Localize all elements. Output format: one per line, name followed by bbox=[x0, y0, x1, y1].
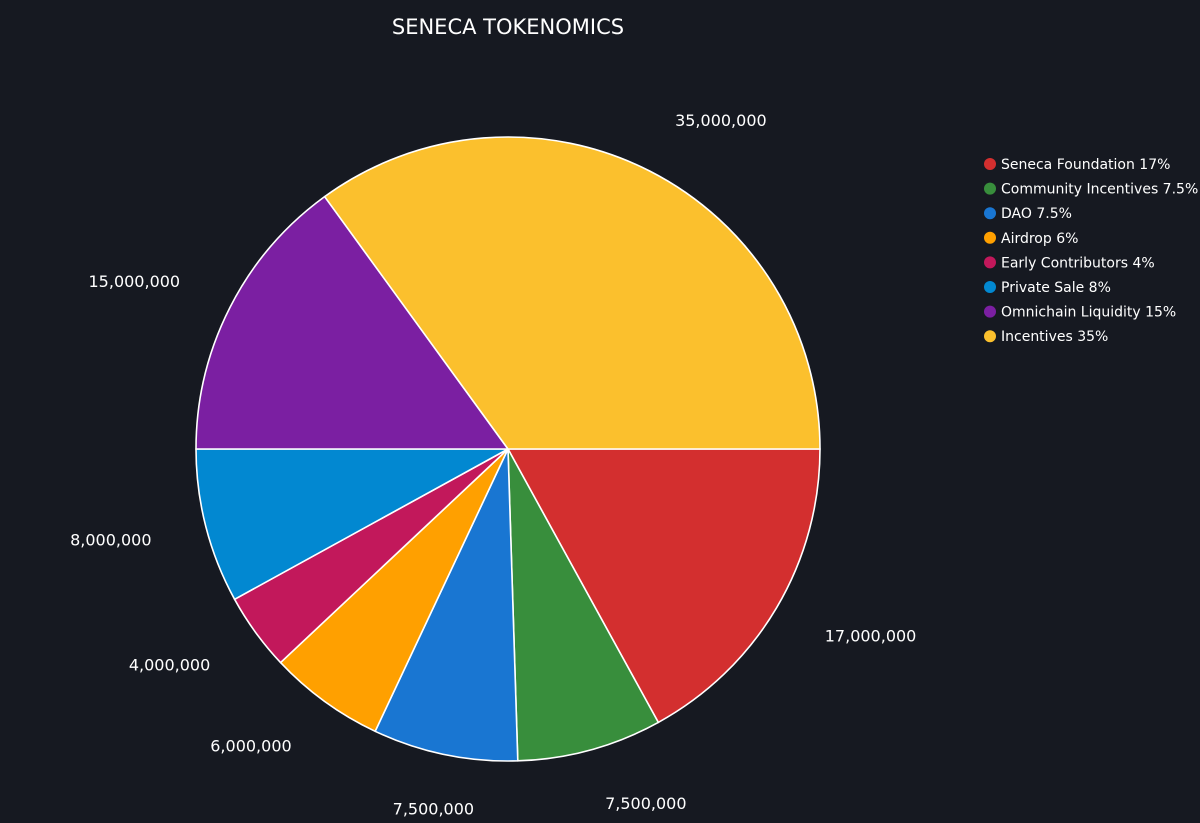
data-label: 35,000,000 bbox=[675, 111, 767, 130]
pie-slice bbox=[507, 448, 821, 724]
data-labels: 17,000,000 7,500,000 7,500,000 6,000,000 4,0… bbox=[70, 111, 916, 818]
data-label: 8,000,000 bbox=[70, 531, 151, 550]
legend-item: DAO 7.5% bbox=[1001, 206, 1072, 222]
legend-item: Incentives 35% bbox=[1001, 329, 1108, 345]
pie-slices bbox=[195, 136, 821, 762]
pie-slice bbox=[507, 448, 660, 762]
legend-marker bbox=[984, 207, 996, 220]
legend-marker bbox=[984, 182, 996, 195]
legend-item: Airdrop 6% bbox=[1001, 231, 1078, 247]
legend-marker bbox=[984, 231, 996, 244]
pie-slice bbox=[195, 195, 509, 450]
legend-item: Omnichain Liquidity 15% bbox=[1001, 305, 1176, 321]
legend-item: Community Incentives 7.5% bbox=[1001, 182, 1198, 198]
data-label: 7,500,000 bbox=[393, 799, 474, 818]
legend-item: Seneca Foundation 17% bbox=[1001, 157, 1170, 173]
data-label: 7,500,000 bbox=[605, 794, 686, 813]
pie-slice bbox=[323, 136, 821, 450]
legend-marker bbox=[984, 158, 996, 170]
legend: Seneca Foundation 17% Community Incentive… bbox=[984, 157, 1198, 345]
legend-marker bbox=[984, 305, 996, 318]
pie-slice bbox=[195, 448, 509, 601]
data-label: 15,000,000 bbox=[89, 272, 181, 291]
legend-marker bbox=[984, 256, 996, 269]
data-label: 17,000,000 bbox=[825, 626, 917, 645]
legend-item: Early Contributors 4% bbox=[1001, 255, 1155, 271]
data-label: 6,000,000 bbox=[210, 737, 291, 756]
legend-item: Private Sale 8% bbox=[1001, 280, 1111, 296]
legend-marker bbox=[984, 281, 996, 293]
legend-marker bbox=[984, 330, 996, 343]
pie-slice bbox=[374, 448, 519, 762]
data-label: 4,000,000 bbox=[129, 655, 210, 674]
chart-title: SENECA TOKENOMICS bbox=[392, 15, 624, 39]
